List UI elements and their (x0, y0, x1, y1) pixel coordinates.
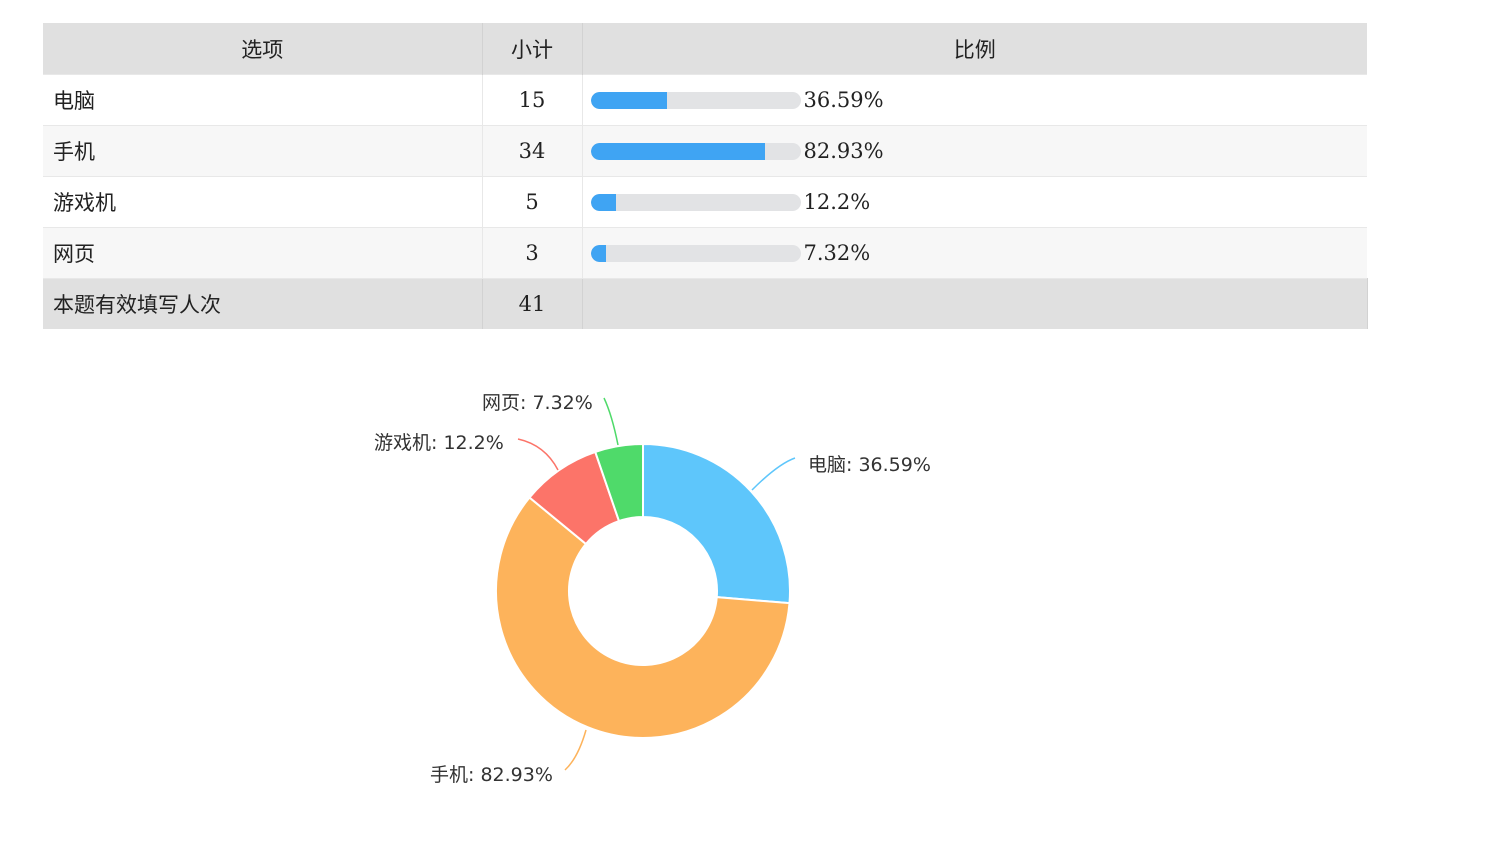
slice-label-4: 网页: 7.32% (482, 392, 593, 414)
total-row: 本题有效填写人次 41 (43, 278, 1368, 329)
progress-fill (590, 244, 606, 262)
option-label: 网页 (43, 227, 483, 279)
table-row: 手机 34 82.93% (43, 125, 1367, 177)
leader-line-1 (751, 457, 796, 491)
total-ratio-empty (582, 278, 1368, 329)
slice-label-3: 游戏机: 12.2% (374, 432, 504, 454)
progress-fill (590, 193, 617, 211)
donut-chart: 电脑: 36.59% 手机: 82.93% 游戏机: 12.2% 网页: 7.32% (374, 392, 931, 786)
progress-bar (590, 193, 801, 211)
option-label: 电脑 (43, 74, 483, 126)
option-count: 3 (482, 227, 583, 279)
option-count: 34 (482, 125, 583, 177)
option-count: 5 (482, 176, 583, 228)
progress-bar (590, 91, 801, 109)
leader-line-3 (517, 438, 559, 471)
percent-label: 82.93% (803, 139, 884, 163)
header-count: 小计 (482, 23, 583, 75)
percent-label: 7.32% (803, 241, 871, 265)
option-count: 15 (482, 74, 583, 126)
option-label: 手机 (43, 125, 483, 177)
donut-slice-4[interactable] (593, 442, 644, 523)
table-header-row: 选项 小计 比例 (43, 23, 1367, 75)
slice-label-2: 手机: 82.93% (430, 764, 553, 786)
header-option: 选项 (43, 23, 483, 75)
total-label: 本题有效填写人次 (43, 278, 483, 329)
percent-label: 12.2% (803, 190, 871, 214)
slice-label-1: 电脑: 36.59% (808, 454, 931, 476)
table-row: 游戏机 5 12.2% (43, 176, 1367, 228)
progress-bar (590, 142, 801, 160)
percent-label: 36.59% (803, 88, 884, 112)
progress-fill (590, 91, 668, 109)
option-label: 游戏机 (43, 176, 483, 228)
table-row: 电脑 15 36.59% (43, 74, 1367, 126)
ratio-cell: 12.2% (582, 176, 1367, 228)
donut-slice-2[interactable] (495, 496, 791, 739)
donut-slice-1[interactable] (642, 442, 791, 605)
ratio-cell: 7.32% (582, 227, 1367, 279)
ratio-cell: 82.93% (582, 125, 1367, 177)
header-ratio: 比例 (582, 23, 1367, 75)
table-row: 网页 3 7.32% (43, 227, 1367, 279)
results-table: 选项 小计 比例 电脑 15 36.59% 手机 34 82.93% (43, 23, 1368, 329)
progress-fill (590, 142, 765, 160)
leader-line-2 (564, 729, 587, 771)
leader-line-4 (603, 397, 619, 446)
progress-bar (590, 244, 801, 262)
ratio-cell: 36.59% (582, 74, 1367, 126)
total-count: 41 (482, 278, 583, 329)
